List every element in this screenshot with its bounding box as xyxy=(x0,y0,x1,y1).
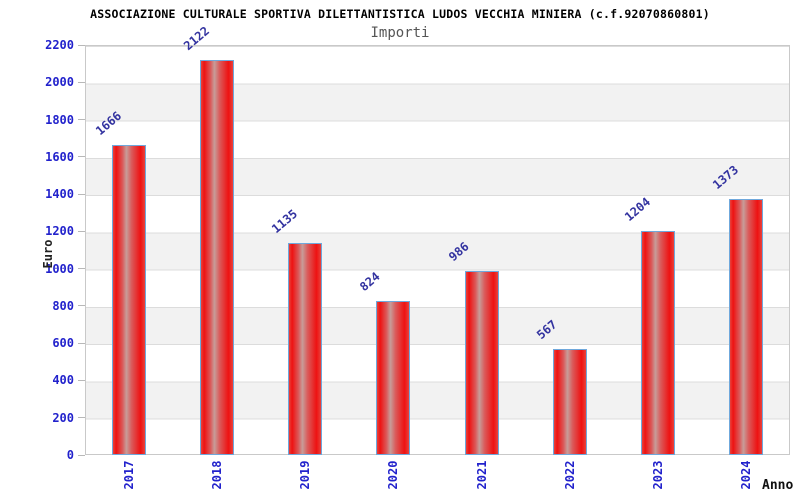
x-tick-cell: 2021 xyxy=(438,457,526,500)
bar-value-label: 986 xyxy=(445,239,472,265)
y-tick-mark xyxy=(78,193,85,195)
y-tick-mark xyxy=(78,342,85,344)
y-tick-label: 0 xyxy=(66,448,74,462)
bar-value-label: 567 xyxy=(533,317,560,343)
x-tick-label: 2024 xyxy=(738,460,753,490)
y-tick-mark xyxy=(78,44,85,46)
bars-row: 1666 2122 1135 824 986 567 1204 1373 xyxy=(85,23,790,455)
bar-slot: 1135 xyxy=(261,45,349,455)
y-tick-mark xyxy=(78,119,85,121)
chart-subtitle: Importi xyxy=(370,25,430,41)
bar-2018 xyxy=(200,59,235,455)
y-tick-label: 1600 xyxy=(45,149,74,164)
y-tick-label: 1200 xyxy=(45,224,74,239)
bar-slot: 824 xyxy=(349,45,437,455)
x-tick-label: 2020 xyxy=(386,460,401,490)
bar-2017 xyxy=(112,144,147,455)
bar-2023 xyxy=(640,230,675,455)
x-tick-cell: 2018 xyxy=(173,457,261,500)
x-axis-title: Anno xyxy=(762,478,794,493)
bar-slot: 1373 xyxy=(702,45,790,455)
x-tick-cell: 2022 xyxy=(526,457,614,500)
y-tick-label: 1400 xyxy=(45,187,74,202)
bar-slot: 567 xyxy=(526,45,614,455)
y-tick-label: 2000 xyxy=(45,75,74,90)
x-tick-label: 2019 xyxy=(298,460,313,490)
x-tick-label: 2018 xyxy=(210,460,225,490)
y-tick-label: 1800 xyxy=(45,112,74,127)
y-tick-label: 400 xyxy=(52,373,74,388)
y-tick-label: 2200 xyxy=(45,38,74,52)
bar-value-label: 824 xyxy=(357,269,384,295)
bar-2022 xyxy=(552,349,587,455)
bar-value-label: 1373 xyxy=(709,162,742,193)
y-tick-label: 1000 xyxy=(45,261,74,276)
bar-2020 xyxy=(376,301,411,455)
y-tick-label: 600 xyxy=(52,336,74,351)
y-tick-mark xyxy=(78,156,85,158)
x-tick-label: 2022 xyxy=(562,460,577,490)
bar-slot: 1666 xyxy=(85,45,173,455)
chart-title: ASSOCIAZIONE CULTURALE SPORTIVA DILETTAN… xyxy=(90,7,710,21)
bar-slot: 1204 xyxy=(614,45,702,455)
y-axis-title: Euro xyxy=(41,239,55,269)
bar-2024 xyxy=(728,199,763,455)
x-tick-cell: 2020 xyxy=(349,457,437,500)
bar-value-label: 1204 xyxy=(621,194,653,224)
bar-slot: 2122 xyxy=(173,23,261,455)
bar-2019 xyxy=(288,243,323,455)
y-tick-label: 800 xyxy=(52,298,74,313)
y-tick-mark xyxy=(78,81,85,83)
y-tick-mark xyxy=(78,305,85,307)
bar-value-label: 1135 xyxy=(269,207,301,237)
y-tick-label: 200 xyxy=(52,410,74,425)
x-tick-label: 2023 xyxy=(650,460,665,490)
x-tick-label: 2021 xyxy=(474,460,489,490)
x-tick-cell: 2017 xyxy=(85,457,173,500)
x-tick-label: 2017 xyxy=(122,460,137,490)
y-tick-mark xyxy=(78,417,85,419)
bar-2021 xyxy=(464,271,499,455)
x-axis-labels: 2017 2018 2019 2020 2021 2022 2023 2024 xyxy=(85,457,790,500)
y-tick-mark xyxy=(78,230,85,232)
y-tick-mark xyxy=(78,379,85,381)
x-tick-cell: 2023 xyxy=(614,457,702,500)
x-tick-cell: 2019 xyxy=(261,457,349,500)
y-tick-mark xyxy=(78,454,85,456)
bar-value-label: 1666 xyxy=(93,108,125,138)
bar-slot: 986 xyxy=(438,45,526,455)
y-tick-mark xyxy=(78,268,85,270)
